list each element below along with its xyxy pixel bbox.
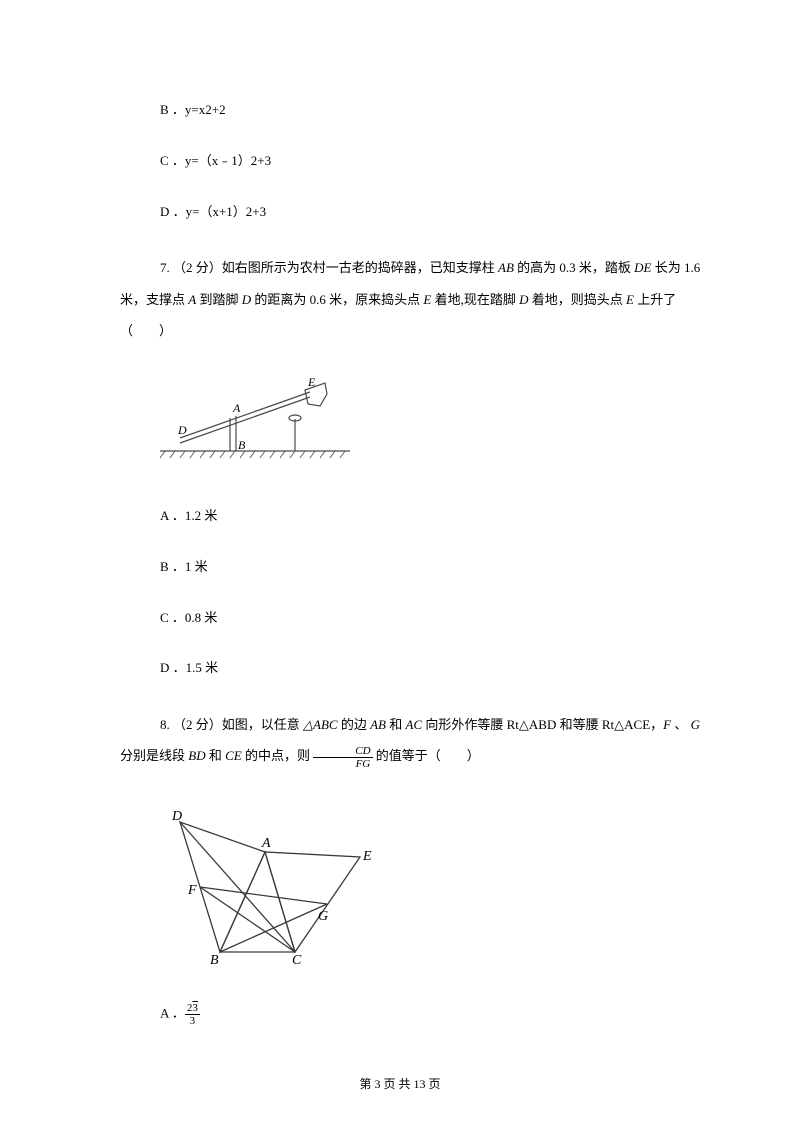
q8-opt-a-fraction: 233	[185, 1002, 200, 1027]
q7-figure: D A B E	[160, 376, 710, 476]
footer-middle: 页 共	[380, 1077, 413, 1091]
label-d: D	[177, 423, 187, 437]
q7-option-a: A ．1.2 米	[120, 506, 710, 527]
q7-d: D	[242, 292, 251, 307]
q8-f: F	[663, 717, 671, 732]
q8-option-a: A ．233	[120, 1002, 710, 1027]
q7-option-c: C ．0.8 米	[120, 608, 710, 629]
q7-option-d: D ．1.5 米	[120, 658, 710, 679]
q8-opt-a-den: 3	[185, 1015, 200, 1027]
q8-text: 的边	[338, 717, 371, 732]
footer-total: 13	[414, 1077, 426, 1091]
q8-text: 、	[671, 717, 691, 732]
label-d: D	[171, 809, 182, 824]
q7-text: 7. （2 分）如右图所示为农村一古老的捣碎器，已知支撑柱	[160, 260, 498, 275]
question-8: 8. （2 分）如图，以任意 △ABC 的边 AB 和 AC 向形外作等腰 Rt…	[120, 709, 710, 771]
q7-de: DE	[634, 260, 651, 275]
q8-cd: CD	[313, 745, 372, 758]
q7-d2: D	[519, 292, 528, 307]
q8-opt-a-num: 23	[185, 1002, 200, 1015]
q7-text: 的距离为 0.6 米，原来捣头点	[251, 292, 423, 307]
option-c: C ．y=（x﹣1）2+3	[120, 151, 710, 172]
label-b: B	[210, 953, 219, 967]
label-a: A	[261, 836, 271, 851]
label-a: A	[232, 401, 241, 415]
footer-prefix: 第	[359, 1077, 374, 1091]
question-7: 7. （2 分）如右图所示为农村一古老的捣碎器，已知支撑柱 AB 的高为 0.3…	[120, 252, 710, 346]
q8-fg: FG	[313, 758, 372, 770]
q8-text: 和	[386, 717, 406, 732]
footer-suffix: 页	[426, 1077, 441, 1091]
option-b: B ．y=x2+2	[120, 100, 710, 121]
q7-e2: E	[626, 292, 634, 307]
q8-text: 的中点，则	[242, 748, 314, 763]
q8-text: 8. （2 分）如图，以任意	[160, 717, 303, 732]
q8-text: 和	[206, 748, 226, 763]
q8-figure: D A E F B C G	[160, 802, 710, 972]
label-e: E	[362, 849, 372, 864]
q7-text: 到踏脚	[196, 292, 242, 307]
q8-g: G	[691, 717, 700, 732]
q8-text: 分别是线段	[120, 748, 188, 763]
label-e: E	[307, 376, 316, 389]
q8-ce: CE	[225, 748, 242, 763]
q7-text: 着地，则捣头点	[529, 292, 627, 307]
q8-text: 向形外作等腰 Rt△ABD 和等腰 Rt△ACE，	[422, 717, 663, 732]
label-g: G	[318, 909, 328, 924]
label-b: B	[238, 438, 246, 452]
q8-ac: AC	[406, 717, 423, 732]
q8-bd: BD	[188, 748, 205, 763]
page-footer: 第 3 页 共 13 页	[0, 1075, 800, 1092]
label-c: C	[292, 953, 302, 967]
rad: 3	[192, 1002, 198, 1014]
option-d: D ．y=（x+1）2+3	[120, 202, 710, 223]
q7-text: 着地,现在踏脚	[431, 292, 519, 307]
q8-fraction: CDFG	[313, 745, 372, 770]
q8-ab: AB	[370, 717, 386, 732]
q7-option-b: B ．1 米	[120, 557, 710, 578]
q8-abc: △ABC	[303, 717, 338, 732]
q8-text: 的值等于（ ）	[373, 748, 480, 763]
q7-text: 的高为 0.3 米，踏板	[514, 260, 634, 275]
label-f: F	[187, 883, 197, 898]
q7-ab: AB	[498, 260, 514, 275]
q8-opt-a-prefix: A ．	[160, 1005, 185, 1020]
